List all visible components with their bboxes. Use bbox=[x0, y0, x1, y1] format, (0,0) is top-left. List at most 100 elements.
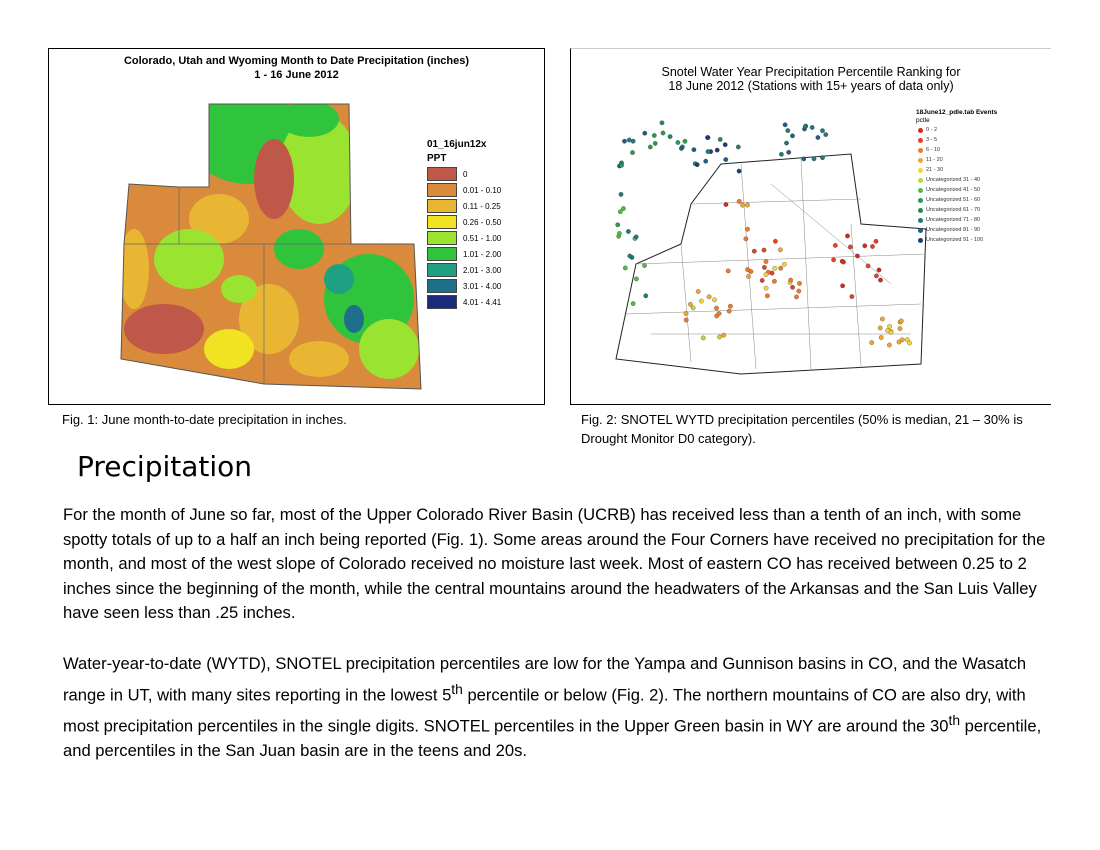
station-dot bbox=[772, 265, 778, 271]
station-dot bbox=[705, 135, 710, 140]
station-dot bbox=[786, 149, 792, 155]
legend-label: 3.01 - 4.00 bbox=[463, 281, 502, 291]
fig1-legend-item: 0.01 - 0.10 bbox=[427, 183, 501, 197]
fig1-title-line2: 1 - 16 June 2012 bbox=[254, 69, 339, 81]
station-dot bbox=[745, 267, 750, 272]
station-dot bbox=[788, 277, 794, 283]
legend-label: 0.11 - 0.25 bbox=[463, 201, 501, 211]
fig2-legend-item: Uncategorized 71 - 80 bbox=[918, 217, 980, 223]
station-dot bbox=[811, 156, 817, 162]
station-dot bbox=[735, 144, 741, 150]
fig1-legend-item: 0.26 - 0.50 bbox=[427, 215, 501, 229]
station-dot bbox=[712, 297, 717, 303]
superscript-th-1: th bbox=[451, 680, 463, 697]
station-dot bbox=[736, 199, 742, 204]
station-dot bbox=[873, 238, 879, 244]
legend-swatch bbox=[427, 231, 457, 245]
station-dot bbox=[796, 288, 802, 294]
fig2-legend-item: Uncategorized 91 - 100 bbox=[918, 237, 983, 243]
station-dot bbox=[716, 311, 722, 316]
station-dot bbox=[617, 209, 623, 215]
station-dot bbox=[726, 308, 732, 314]
station-dot bbox=[759, 278, 765, 283]
station-dot bbox=[618, 192, 624, 197]
station-dot bbox=[790, 284, 795, 290]
fig1-legend-item: 0.51 - 1.00 bbox=[427, 231, 501, 245]
fig2-legend-item: 11 - 20 bbox=[918, 157, 943, 163]
station-dot bbox=[778, 265, 784, 271]
legend-label: 1.01 - 2.00 bbox=[463, 249, 502, 259]
fig2-legend-item: Uncategorized 51 - 60 bbox=[918, 197, 980, 203]
station-dot bbox=[691, 147, 697, 153]
station-dot bbox=[633, 234, 639, 240]
station-dot bbox=[679, 146, 684, 151]
station-dot bbox=[790, 133, 795, 139]
station-dot bbox=[619, 162, 624, 168]
station-dot bbox=[885, 328, 890, 333]
station-dot bbox=[785, 128, 791, 133]
legend-label: Uncategorized 61 - 70 bbox=[926, 207, 981, 213]
station-dot bbox=[876, 267, 882, 273]
station-dot bbox=[683, 311, 689, 316]
station-dot bbox=[896, 339, 902, 345]
station-dot bbox=[762, 265, 767, 270]
fig2-legend-item: 0 - 2 bbox=[918, 127, 937, 133]
station-dot bbox=[745, 226, 750, 232]
station-dot bbox=[820, 128, 825, 134]
legend-dot bbox=[918, 137, 923, 143]
station-dot bbox=[615, 222, 621, 228]
station-dot bbox=[694, 162, 700, 168]
legend-swatch bbox=[427, 263, 457, 277]
station-dot bbox=[832, 243, 838, 248]
legend-label: 2.01 - 3.00 bbox=[463, 265, 502, 275]
station-dot bbox=[839, 258, 845, 264]
legend-label: 11 - 20 bbox=[926, 157, 943, 163]
station-dot bbox=[660, 130, 666, 136]
legend-label: 3 - 5 bbox=[926, 137, 938, 143]
station-dot bbox=[722, 142, 728, 148]
figure-2-snotel-map: Snotel Water Year Precipitation Percenti… bbox=[570, 48, 1051, 405]
station-dot bbox=[642, 130, 648, 136]
legend-label: 4.01 - 4.41 bbox=[463, 297, 502, 307]
station-dot bbox=[714, 305, 719, 311]
station-dot bbox=[782, 261, 787, 267]
station-dot bbox=[699, 298, 704, 304]
station-dot bbox=[690, 305, 696, 311]
fig1-map-image bbox=[120, 103, 422, 390]
station-dot bbox=[630, 138, 636, 144]
station-dot bbox=[831, 257, 836, 263]
station-dot bbox=[878, 335, 884, 340]
station-dot bbox=[622, 265, 628, 271]
station-dot bbox=[887, 324, 892, 329]
fig1-legend-item: 4.01 - 4.41 bbox=[427, 295, 501, 309]
station-dot bbox=[855, 253, 860, 259]
station-dot bbox=[717, 334, 722, 340]
station-dot bbox=[717, 137, 723, 142]
paragraph2-part2: percentile or below (Fig. 2). The northe… bbox=[63, 685, 1026, 736]
station-dot bbox=[778, 247, 783, 253]
station-dot bbox=[667, 134, 673, 139]
station-dot bbox=[877, 325, 883, 331]
station-dot bbox=[651, 133, 657, 138]
legend-dot bbox=[918, 217, 923, 223]
station-dot bbox=[647, 144, 653, 150]
station-dot bbox=[874, 273, 879, 279]
legend-swatch bbox=[427, 215, 457, 229]
superscript-th-2: th bbox=[948, 711, 961, 728]
station-dot bbox=[706, 294, 712, 300]
station-dot bbox=[898, 318, 904, 324]
legend-label: 0 bbox=[463, 169, 468, 179]
fig2-legend-item: Uncategorized 81 - 90 bbox=[918, 227, 980, 233]
legend-label: Uncategorized 41 - 50 bbox=[926, 187, 981, 193]
station-dot bbox=[772, 278, 777, 284]
station-dot bbox=[820, 155, 825, 161]
fig1-legend-subtitle: PPT bbox=[427, 153, 447, 164]
station-dot bbox=[849, 294, 855, 299]
fig2-legend-item: Uncategorized 41 - 50 bbox=[918, 187, 980, 193]
station-dot bbox=[763, 259, 769, 264]
legend-label: Uncategorized 51 - 60 bbox=[926, 197, 981, 203]
station-dot bbox=[695, 289, 701, 294]
fig2-legend-item: 6 - 10 bbox=[918, 147, 940, 153]
station-dot bbox=[878, 277, 883, 283]
station-dot bbox=[740, 202, 745, 208]
